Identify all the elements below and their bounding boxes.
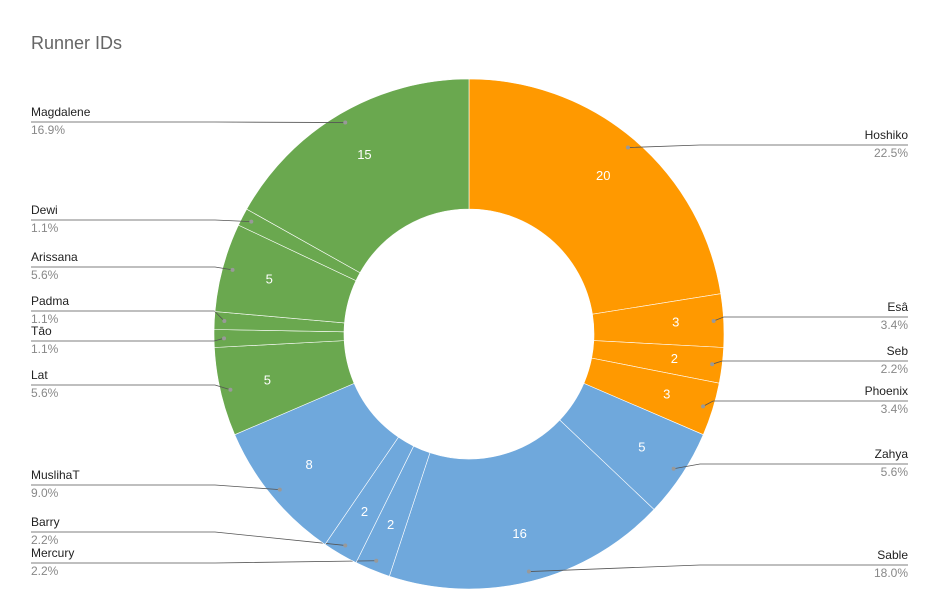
- leader-dot: [222, 319, 227, 324]
- percent-label: 5.6%: [881, 465, 909, 479]
- leader-line: [31, 484, 280, 491]
- legend-name: Barry: [31, 515, 60, 529]
- percent-label: 18.0%: [874, 566, 908, 580]
- leader-dot: [222, 336, 227, 341]
- legend-name: Lat: [31, 368, 48, 382]
- leader-dot: [343, 543, 348, 548]
- legend-name: Sable: [877, 548, 908, 562]
- leader-dot: [230, 267, 235, 272]
- percent-label: 1.1%: [31, 221, 59, 235]
- leader-line: [31, 560, 377, 564]
- leader-dot: [701, 404, 706, 409]
- legend-name: Zahya: [875, 447, 909, 461]
- slice-label: 8: [306, 457, 313, 472]
- leader-dot: [711, 319, 716, 324]
- slice-label: 20: [596, 168, 610, 183]
- slice-label: 2: [671, 351, 678, 366]
- legend-name: Arissana: [31, 250, 78, 264]
- legend-name: Phoenix: [865, 384, 908, 398]
- slice-label: 3: [672, 314, 679, 329]
- percent-label: 3.4%: [881, 318, 909, 332]
- leader-dot: [625, 145, 630, 150]
- legend-name: Dewi: [31, 203, 58, 217]
- slice-label: 16: [512, 526, 526, 541]
- percent-label: 5.6%: [31, 386, 59, 400]
- leader-line: [712, 360, 908, 365]
- chart-title: Runner IDs: [31, 33, 122, 53]
- leader-dot: [249, 219, 254, 224]
- slice-label: 5: [638, 439, 645, 454]
- leader-line: [31, 266, 233, 271]
- percent-label: 2.2%: [31, 564, 59, 578]
- leader-dot: [343, 120, 348, 125]
- leader-dot: [228, 387, 233, 392]
- percent-label: 5.6%: [31, 268, 59, 282]
- leader-line: [702, 400, 908, 407]
- legend-name: Esâ: [887, 300, 908, 314]
- leader-line: [31, 310, 225, 322]
- legend-name: Magdalene: [31, 105, 91, 119]
- leader-line: [31, 219, 252, 223]
- leader-dot: [277, 487, 282, 492]
- leader-dot: [710, 362, 715, 367]
- percent-label: 3.4%: [881, 402, 909, 416]
- slice: [246, 78, 470, 274]
- slice-label: 3: [663, 387, 670, 402]
- leader-line: [31, 121, 346, 123]
- slice: [388, 419, 655, 590]
- slice-label: 2: [387, 517, 394, 532]
- percent-label: 22.5%: [874, 146, 908, 160]
- leader-line: [31, 531, 346, 546]
- leader-line: [627, 144, 908, 148]
- leader-line: [31, 384, 231, 391]
- legend-name: Tāo: [31, 324, 52, 338]
- leader-line: [713, 316, 908, 322]
- slice-label: 2: [361, 504, 368, 519]
- slice: [468, 78, 722, 315]
- percent-label: 2.2%: [31, 533, 59, 547]
- slice-label: 5: [266, 271, 273, 286]
- percent-label: 1.1%: [31, 342, 59, 356]
- slice-label: 5: [264, 373, 271, 388]
- leader-line: [673, 463, 908, 470]
- leader-line: [31, 337, 225, 342]
- legend-name: Seb: [887, 344, 909, 358]
- legend-name: MuslihaT: [31, 468, 80, 482]
- percent-label: 9.0%: [31, 486, 59, 500]
- leader-dot: [526, 569, 531, 574]
- percent-label: 16.9%: [31, 123, 65, 137]
- leader-dot: [374, 558, 379, 563]
- slice-label: 15: [357, 147, 371, 162]
- leader-dot: [671, 466, 676, 471]
- leader-line: [528, 564, 908, 572]
- percent-label: 2.2%: [881, 362, 909, 376]
- percent-label: 1.1%: [31, 312, 59, 326]
- legend-name: Mercury: [31, 546, 74, 560]
- legend-name: Hoshiko: [865, 128, 909, 142]
- legend-name: Padma: [31, 294, 69, 308]
